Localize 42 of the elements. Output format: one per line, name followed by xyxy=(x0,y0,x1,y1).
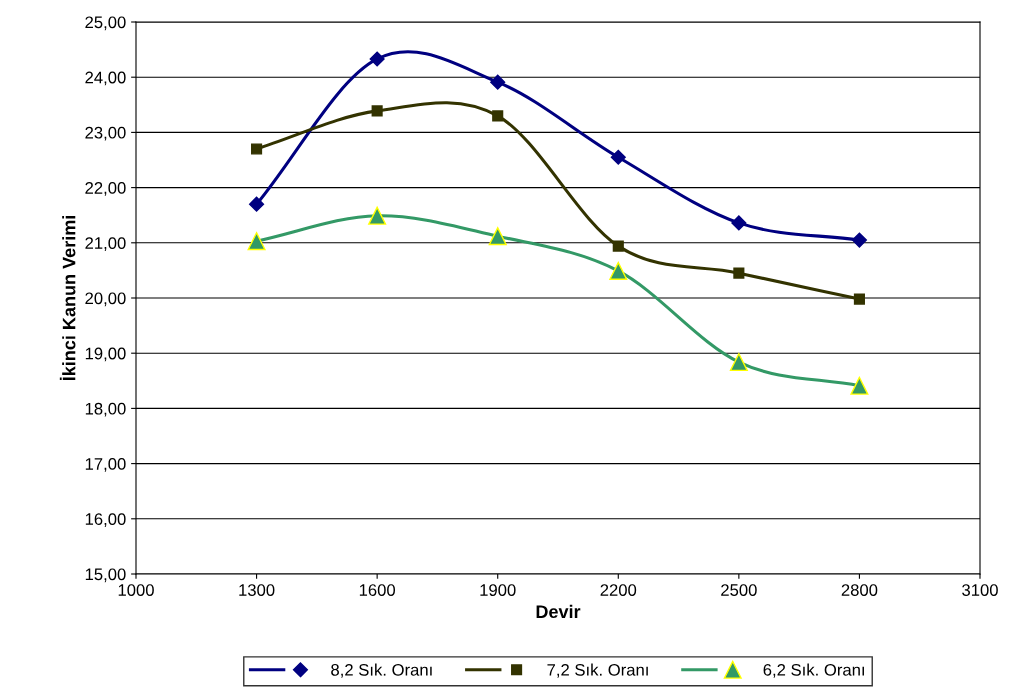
point xyxy=(492,110,504,122)
point xyxy=(249,196,265,212)
y-tick-label: 21,00 xyxy=(85,237,126,251)
legend-label: 6,2 Sık. Oranı xyxy=(763,663,864,678)
point xyxy=(731,215,747,231)
point xyxy=(853,293,865,305)
point xyxy=(369,51,385,67)
y-tick-label: 23,00 xyxy=(85,126,126,141)
point xyxy=(612,240,624,252)
point xyxy=(850,376,869,395)
point xyxy=(371,105,383,117)
point xyxy=(488,227,507,246)
point xyxy=(247,232,266,251)
point xyxy=(610,149,626,165)
x-tick-label: 1300 xyxy=(239,584,275,596)
point xyxy=(851,232,867,248)
point xyxy=(490,74,506,90)
x-tick-label: 2800 xyxy=(841,584,878,596)
y-tick-label: 18,00 xyxy=(85,402,126,417)
y-tick-label: 20,00 xyxy=(85,292,126,307)
point xyxy=(733,267,745,279)
legend-label: 8,2 Sık. Oranı xyxy=(331,663,432,678)
point xyxy=(729,353,748,372)
x-axis-title: Devir xyxy=(536,604,581,619)
y-tick-label: 22,00 xyxy=(85,182,126,196)
x-tick-label: 1000 xyxy=(118,584,154,596)
x-tick-label: 1900 xyxy=(480,584,516,596)
y-tick-label: 25,00 xyxy=(85,16,126,31)
point xyxy=(609,261,628,280)
y-axis-title: İkinci Kanun Verimi xyxy=(59,215,76,381)
point xyxy=(368,206,387,225)
x-tick-label: 2200 xyxy=(600,584,637,596)
legend-label: 7,2 Sık. Oranı xyxy=(547,663,648,678)
y-tick-label: 19,00 xyxy=(85,347,126,362)
point xyxy=(251,143,263,155)
y-tick-label: 15,00 xyxy=(85,568,126,583)
y-tick-label: 24,00 xyxy=(85,71,126,86)
x-tick-label: 2500 xyxy=(721,584,757,596)
y-tick-label: 16,00 xyxy=(85,513,126,527)
x-tick-label: 3100 xyxy=(962,584,998,596)
y-tick-label: 17,00 xyxy=(85,458,126,472)
x-tick-label: 1600 xyxy=(359,584,396,596)
